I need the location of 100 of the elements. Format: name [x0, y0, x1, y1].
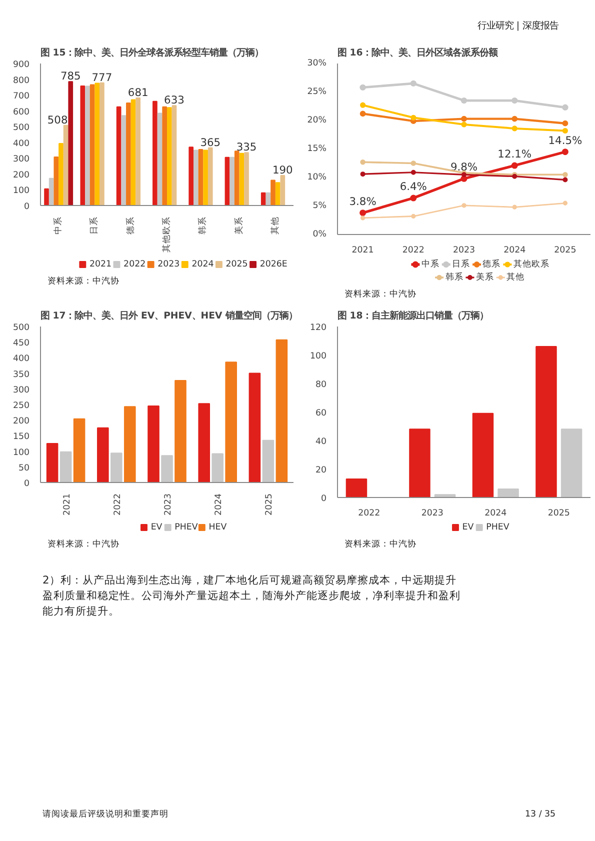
bar [130, 99, 136, 206]
bar [198, 148, 204, 206]
point [562, 104, 568, 110]
legend-label: 2026E [260, 260, 288, 270]
bar [162, 106, 168, 206]
text: 请阅读最后评级说明和重要声明 [42, 808, 168, 820]
y-tick-label: 350 [12, 370, 30, 380]
point [410, 80, 416, 87]
text: 资料来源：中汽协 [47, 538, 120, 550]
bar [157, 112, 162, 206]
bar [198, 403, 210, 482]
y-tick-label: 80 [315, 380, 326, 390]
bar [346, 478, 368, 498]
chart-title: 图 16：除中、美、日外区域各派系份额 [338, 48, 499, 58]
bar [80, 86, 86, 206]
x-tick-label: 2023 [164, 494, 174, 516]
y-tick-label: 400 [12, 138, 30, 149]
x-tick-label: 2023 [421, 508, 444, 518]
x-tick-label: 2021 [62, 494, 72, 516]
bar [203, 150, 208, 206]
point [360, 210, 366, 216]
chart-title: 图 15：除中、美、日外全球各派系轻型车销量（万辆） [40, 48, 264, 58]
text: 行业研究 | 深度报告 [477, 20, 559, 32]
bar [472, 412, 494, 498]
bar [172, 105, 177, 206]
y-tick-label: 300 [12, 154, 30, 165]
y-tick-label: 100 [12, 186, 30, 196]
x-tick-label: 2025 [554, 246, 576, 256]
bar [409, 428, 430, 498]
legend-label: EV [150, 522, 162, 532]
y-tick-label: 700 [12, 92, 30, 102]
data-label: 508 [47, 113, 68, 126]
legend-label: 2023 [158, 260, 180, 270]
y-tick-label: 300 [12, 385, 30, 396]
legend-label: PHEV [486, 522, 510, 532]
legend-label: HEV [208, 522, 227, 532]
y-tick-label: 100 [310, 352, 327, 362]
point [562, 148, 568, 156]
data-label: 3.8% [349, 194, 376, 208]
legend-label: 其他欧系 [513, 258, 550, 270]
bar [270, 180, 276, 206]
bar [161, 455, 173, 482]
bar [48, 178, 54, 206]
point [410, 194, 417, 202]
bar [136, 98, 141, 206]
bar [266, 192, 271, 206]
bar [275, 182, 280, 206]
chart-title: 图 17：除中、美、日外 EV、PHEV、HEV 销量空间（万辆） [40, 310, 298, 322]
point [512, 116, 518, 122]
y-tick-label: 400 [12, 354, 30, 364]
y-tick-label: 0 [320, 494, 327, 504]
text: 2）利：从产品出海到生态出海，建厂本地化后可规避高额贸易摩擦成本，中远期提升盈利质量和稳定性。公司海外产量远超本土，随海外产能逐步爬坡，净利率提升和盈利能力有所提升。 [42, 574, 460, 618]
bar [536, 346, 557, 498]
bar [126, 102, 131, 206]
bar [110, 452, 122, 482]
bar [262, 440, 274, 482]
y-tick-label: 200 [12, 170, 30, 180]
bar [244, 152, 249, 206]
text: 资料来源：中汽协 [344, 538, 416, 550]
bar [208, 147, 213, 206]
x-tick-label: 德系 [124, 216, 136, 234]
point [562, 128, 568, 134]
x-tick-label: 中系 [52, 216, 64, 234]
y-tick-label: 500 [12, 123, 30, 134]
y-tick-label: 60 [315, 408, 326, 418]
point [360, 172, 366, 177]
bar [60, 451, 72, 482]
legend-label: 其他 [506, 272, 525, 282]
chart-title: 图 18：自主新能源出口销量（万辆） [338, 310, 489, 322]
data-label: 633 [164, 94, 184, 107]
point [410, 170, 416, 175]
bar [148, 406, 160, 482]
y-tick-label: 250 [12, 401, 30, 411]
x-tick-label: 2022 [358, 508, 380, 518]
data-label: 785 [60, 70, 81, 83]
point [562, 200, 568, 206]
bar [58, 142, 64, 206]
bar [54, 156, 59, 206]
legend-label: 2025 [226, 260, 248, 270]
x-tick-label: 美系 [233, 216, 244, 234]
legend-label: 日系 [452, 258, 470, 270]
data-label: 12.1% [498, 148, 532, 161]
bar [234, 150, 240, 206]
x-tick-label: 日系 [88, 216, 100, 234]
bar [85, 86, 90, 206]
legend-label: 2022 [124, 260, 146, 270]
legend-label: PHEV [174, 522, 198, 532]
bar [90, 84, 95, 206]
y-tick-label: 150 [12, 432, 30, 442]
bar [224, 156, 230, 206]
bar [68, 81, 74, 206]
data-label: 335 [236, 140, 257, 154]
data-label: 681 [128, 86, 148, 100]
x-tick-label: 2024 [504, 246, 526, 256]
y-tick-label: 15% [307, 144, 327, 154]
point [512, 204, 517, 210]
point [360, 159, 366, 165]
y-tick-label: 200 [12, 416, 30, 427]
legend-label: 德系 [482, 258, 501, 270]
bar [498, 488, 519, 498]
